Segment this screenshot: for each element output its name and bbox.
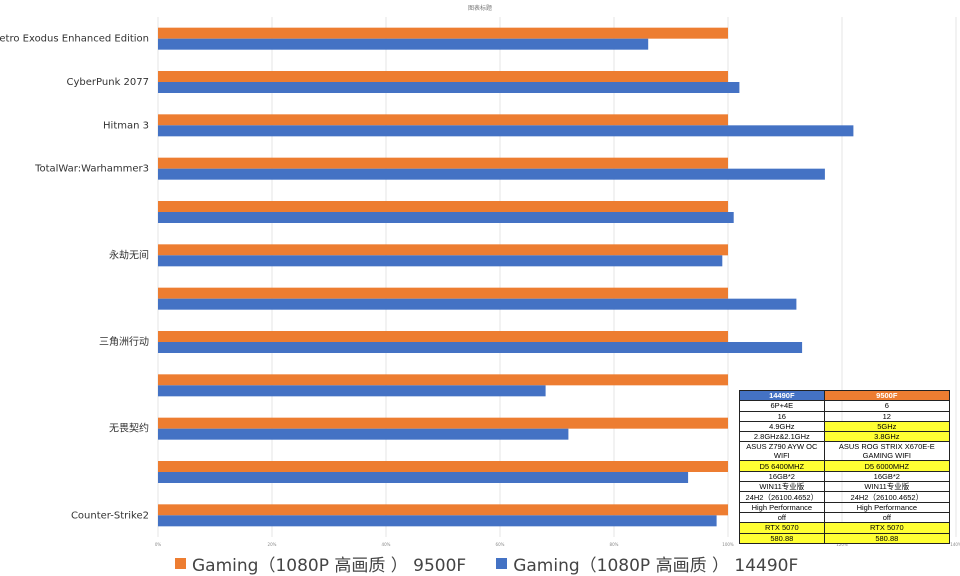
spec-cell: 16GB*2 [739, 470, 825, 483]
spec-row: 16 12 [739, 410, 951, 422]
x-tick-label: 40% [382, 542, 391, 547]
bar [158, 255, 723, 267]
x-tick-label: 0% [155, 542, 162, 547]
spec-row: off off [739, 511, 951, 524]
x-tick-label: 100% [722, 542, 734, 547]
bar [158, 331, 728, 342]
legend-label: Gaming（1080P 高画质 ） 14490F [513, 556, 799, 576]
spec-row: 4.9GHz 5GHz [739, 420, 951, 433]
bar [158, 125, 854, 137]
bar [158, 114, 728, 126]
spec-row: ASUS Z790 AYW OC WIFI ASUS ROG STRIX X670… [739, 441, 951, 462]
x-tick-label: 80% [610, 542, 619, 547]
legend-swatch [175, 558, 186, 569]
bar [158, 472, 689, 483]
spec-cell: 3.8GHz [823, 431, 951, 443]
category-label: Hitman 3 [103, 120, 149, 131]
spec-header: 14490F [739, 389, 825, 402]
spec-cell: High Performance [823, 501, 951, 513]
spec-row: 2.8GHz&2.1GHz 3.8GHz [739, 431, 951, 443]
spec-cell: off [823, 511, 951, 524]
spec-table: 14490F 9500F 6P+4E 6 16 12 4.9GHz 5GHz 2.8GHz&2… [739, 389, 951, 544]
bar [158, 71, 728, 82]
spec-cell: WIN11专业版 [823, 481, 951, 493]
spec-row: 24H2（26100.4652） 24H2（26100.4652） [739, 491, 951, 503]
spec-cell: 2.8GHz&2.1GHz [739, 431, 825, 443]
spec-cell: 580.88 [739, 532, 825, 544]
bar [158, 38, 649, 50]
spec-cell: 24H2（26100.4652） [823, 491, 951, 503]
bar [158, 385, 546, 397]
legend-label: Gaming（1080P 高画质 ） 9500F [192, 556, 467, 576]
spec-cell: WIN11专业版 [739, 481, 825, 493]
spec-cell: RTX 5070 [739, 522, 825, 534]
spec-cell: 6 [823, 400, 951, 412]
category-label: Counter-Strike2 [71, 510, 149, 521]
category-label: Metro Exodus Enhanced Edition [0, 34, 149, 45]
spec-cell: High Performance [739, 501, 825, 513]
bar [158, 504, 728, 516]
bar [158, 27, 728, 39]
category-label: 无畏契约 [109, 422, 149, 435]
legend-item-9500f: Gaming（1080P 高画质 ） 9500F [175, 551, 466, 576]
x-tick-label: 120% [836, 542, 848, 547]
spec-row: RTX 5070 RTX 5070 [739, 522, 951, 534]
bar [158, 168, 825, 180]
spec-row: 16GB*2 16GB*2 [739, 470, 951, 483]
x-tick-label: 20% [268, 542, 277, 547]
spec-cell: RTX 5070 [823, 522, 951, 534]
spec-cell: 4.9GHz [739, 420, 825, 433]
spec-cell: 16GB*2 [823, 470, 951, 483]
spec-cell: D5 6400MHZ [739, 460, 825, 472]
legend-item-14490f: Gaming（1080P 高画质 ） 14490F [496, 551, 798, 576]
bar [158, 515, 717, 527]
bar [158, 157, 728, 169]
bar [158, 428, 569, 440]
legend-swatch [496, 558, 508, 569]
category-label: CyberPunk 2077 [67, 77, 149, 88]
spec-row: D5 6400MHZ D5 6000MHZ [739, 460, 951, 472]
bar [158, 298, 797, 310]
spec-row: 6P+4E 6 [739, 400, 951, 412]
bar [158, 82, 740, 93]
category-label: 永劫无间 [109, 248, 149, 261]
bar [158, 201, 728, 212]
chart-title: 图表标题 [467, 5, 492, 12]
spec-cell: 16 [739, 410, 825, 422]
x-tick-label: 60% [496, 542, 505, 547]
category-label: TotalWar:Warhammer3 [34, 164, 149, 175]
bar [158, 244, 728, 256]
legend: Gaming（1080P 高画质 ） 9500F Gaming（1080P 高画… [175, 551, 798, 576]
spec-cell: 580.88 [823, 532, 951, 544]
bar [158, 212, 734, 223]
spec-cell: 12 [823, 410, 951, 422]
spec-cell: 24H2（26100.4652） [739, 491, 825, 503]
spec-row: WIN11专业版 WIN11专业版 [739, 481, 951, 493]
spec-cell: ASUS Z790 AYW OC WIFI [739, 441, 825, 462]
spec-header: 9500F [823, 389, 951, 402]
spec-cell: ASUS ROG STRIX X670E-E GAMING WIFI [823, 441, 951, 462]
spec-row: High Performance High Performance [739, 501, 951, 513]
bar [158, 374, 728, 386]
spec-cell: 5GHz [823, 420, 951, 433]
spec-row: 580.88 580.88 [739, 532, 951, 544]
bar [158, 461, 728, 472]
spec-cell: off [739, 511, 825, 524]
category-label: 三角洲行动 [99, 335, 149, 348]
bar [158, 287, 728, 299]
bar [158, 342, 803, 353]
bar [158, 417, 728, 429]
x-tick-label: 140% [950, 542, 960, 547]
spec-cell: 6P+4E [739, 400, 825, 412]
spec-cell: D5 6000MHZ [823, 460, 951, 472]
